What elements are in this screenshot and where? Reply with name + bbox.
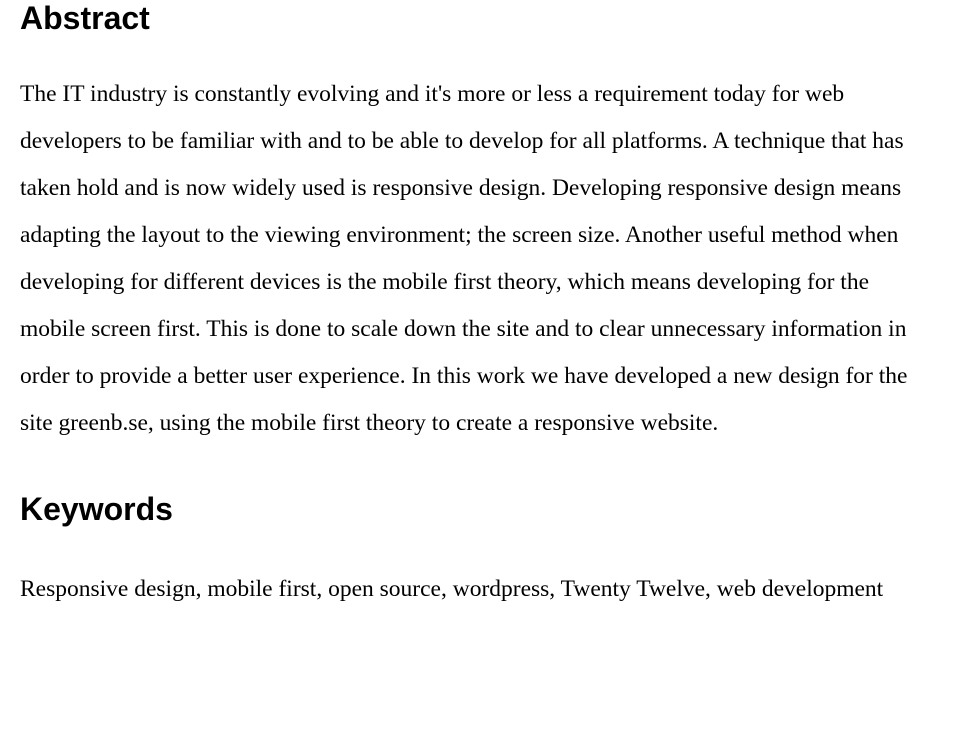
abstract-heading: Abstract <box>20 0 940 37</box>
keywords-paragraph: Responsive design, mobile first, open so… <box>20 566 940 613</box>
keywords-heading: Keywords <box>20 491 940 528</box>
abstract-paragraph: The IT industry is constantly evolving a… <box>20 71 940 447</box>
document-page: Abstract The IT industry is constantly e… <box>0 0 960 613</box>
